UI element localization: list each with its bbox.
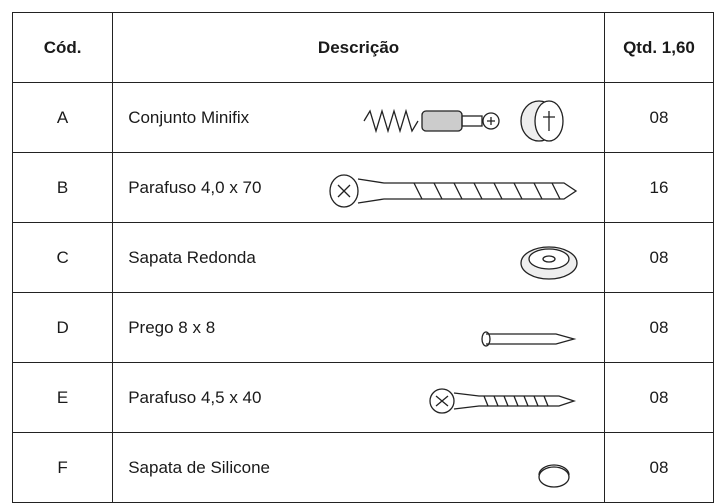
- description: Sapata Redonda: [112, 222, 605, 293]
- quantity: 08: [603, 222, 714, 293]
- description-text: Prego 8 x 8: [128, 317, 216, 337]
- row: A Conjunto Minifix 08: [11, 82, 714, 153]
- header-cell: Descrição: [112, 12, 605, 83]
- code: B: [11, 152, 114, 223]
- description: Parafuso 4,5 x 40: [112, 362, 605, 433]
- foot-icon: [520, 246, 578, 280]
- screw-icon: [329, 174, 578, 208]
- code: C: [11, 222, 114, 293]
- row: D Prego 8 x 8 08: [11, 292, 714, 363]
- description-text: Parafuso 4,5 x 40: [128, 387, 262, 407]
- code: F: [11, 432, 114, 503]
- description: Conjunto Minifix: [112, 82, 605, 153]
- quantity: 08: [603, 362, 714, 433]
- nail-icon: [481, 331, 577, 347]
- code: A: [11, 82, 114, 153]
- description-text: Parafuso 4,0 x 70: [128, 177, 262, 197]
- parts-table: Cód. Descrição Qtd. 1,60 A Conjunto Mini…: [11, 12, 714, 503]
- header-cell: Qtd. 1,60: [603, 12, 714, 83]
- description: Sapata de Silicone: [112, 432, 605, 503]
- header-cell: Cód.: [11, 12, 114, 83]
- description-text: Sapata de Silicone: [128, 457, 270, 477]
- silicone-icon: [538, 464, 570, 488]
- minifix-icon: [363, 100, 564, 142]
- description: Prego 8 x 8: [112, 292, 605, 363]
- code: D: [11, 292, 114, 363]
- code: E: [11, 362, 114, 433]
- quantity: 16: [603, 152, 714, 223]
- quantity: 08: [603, 292, 714, 363]
- description-text: Conjunto Minifix: [128, 107, 250, 127]
- row: F Sapata de Silicone 08: [11, 432, 714, 503]
- screw-icon: [429, 388, 576, 414]
- description: Parafuso 4,0 x 70: [112, 152, 605, 223]
- quantity: 08: [603, 82, 714, 153]
- header-row: Cód. Descrição Qtd. 1,60: [11, 12, 714, 83]
- description-text: Sapata Redonda: [128, 247, 256, 267]
- row: C Sapata Redonda 08: [11, 222, 714, 293]
- row: B Parafuso 4,0 x 70 16: [11, 152, 714, 223]
- row: E Parafuso 4,5 x 40 08: [11, 362, 714, 433]
- quantity: 08: [603, 432, 714, 503]
